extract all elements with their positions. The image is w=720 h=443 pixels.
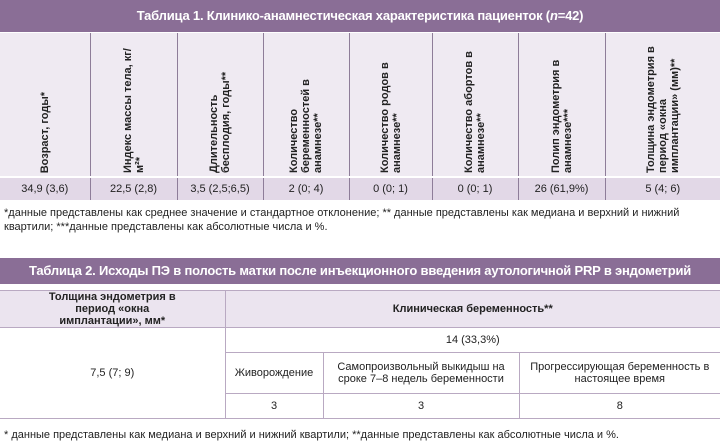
table2-title: Таблица 2. Исходы ПЭ в полость матки пос…: [0, 258, 720, 284]
cell: 26 (61,9%): [517, 176, 605, 200]
cell: 5 (4; 6): [604, 176, 720, 200]
header-cell: Количество абортов в анамнезе**: [431, 33, 518, 177]
cell: 22,5 (2,8): [89, 176, 177, 200]
header-text: Количество беременностей в анамнезе**: [288, 79, 324, 173]
header-cell: Количество беременностей в анамнезе**: [262, 33, 349, 177]
header-text: Количество абортов в анамнезе**: [463, 51, 487, 173]
header-cell: Клиническая беременность**: [224, 290, 720, 328]
header-row: Возраст, годы* Индекс массы тела, кг/м²* Д…: [0, 33, 720, 177]
header-cell: Полип эндометрия в анамнезе***: [517, 33, 605, 177]
value-row: 34,9 (3,6) 22,5 (2,8) 3,5 (2,5;6,5) 2 (0; 4…: [0, 176, 720, 200]
cell: 3: [225, 393, 324, 419]
title-text: =42): [557, 8, 584, 23]
title-text: Таблица 1. Клинико-анамнестическая харак…: [136, 8, 550, 23]
table2-note: * данные представлены как медиана и верх…: [4, 429, 619, 441]
header-cell: Толщина эндометрия в период «окна имплан…: [604, 33, 720, 177]
header-cell: Длительность бесплодия, годы**: [176, 33, 263, 177]
cell: 8: [518, 393, 720, 419]
header-text: Возраст, годы*: [38, 91, 51, 173]
header-text: Количество родов в анамнезе**: [378, 62, 403, 173]
table2: Толщина эндометрия в период «окна имплан…: [0, 290, 720, 419]
subheader-cell: Живорождение: [225, 352, 324, 394]
cell: 34,9 (3,6): [0, 176, 90, 200]
table1: Возраст, годы* Индекс массы тела, кг/м²* Д…: [0, 33, 720, 200]
header-text: Длительность бесплодия, годы**: [208, 71, 232, 173]
cell: 7,5 (7; 9): [0, 327, 226, 419]
header-cell: Индекс массы тела, кг/м²*: [89, 33, 177, 177]
cell: 0 (0; 1): [431, 176, 518, 200]
header-cell: Возраст, годы*: [0, 33, 90, 177]
table1-note: *данные представлены как среднее значени…: [4, 207, 680, 233]
cell: 0 (0; 1): [348, 176, 432, 200]
header-text: Толщина эндометрия в период «окна имплан…: [644, 46, 681, 173]
subheader-cell: Прогрессирующая беременность в настоящее…: [518, 352, 720, 394]
header-text: Полип эндометрия в анамнезе***: [549, 59, 574, 173]
cell: 3: [322, 393, 520, 419]
header-cell: Количество родов в анамнезе**: [348, 33, 432, 177]
header-text: Индекс массы тела, кг/м²*: [121, 48, 146, 173]
cell: 14 (33,3%): [224, 327, 720, 353]
header-cell: Толщина эндометрия в период «окна имплан…: [0, 290, 226, 328]
cell: 2 (0; 4): [262, 176, 349, 200]
subheader-cell: Самопроизвольный выкидыш на сроке 7–8 не…: [322, 352, 520, 394]
table1-title: Таблица 1. Клинико-анамнестическая харак…: [0, 0, 720, 32]
cell: 3,5 (2,5;6,5): [176, 176, 263, 200]
title-text: n: [549, 8, 558, 23]
